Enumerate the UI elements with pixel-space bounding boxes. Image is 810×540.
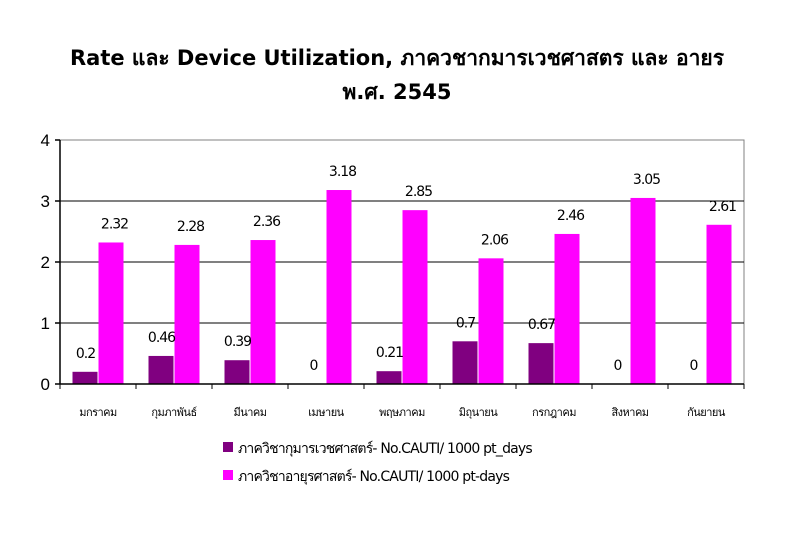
data-label-s2-2: 2.28 xyxy=(177,219,204,235)
x-tick-label-9: กันยายน xyxy=(687,406,726,419)
x-tick-labels: มกราคม กุมภาพันธ์ มีนาคม เมษายน พฤษภาคม มิถุน… xyxy=(59,384,745,419)
bars xyxy=(72,190,732,384)
legend-label-series-2: ภาควิชาอายุรศาสตร์- No.CAUTI/ 1000 pt-da… xyxy=(238,468,510,485)
y-tick-label-4: 4 xyxy=(41,131,50,150)
y-tick-label-3: 3 xyxy=(41,192,50,211)
y-tick-label-0: 0 xyxy=(41,375,50,394)
x-tick-label-7: กรกฎาคม xyxy=(532,406,576,419)
data-label-s2-5: 2.85 xyxy=(405,184,432,200)
legend: ภาควิชากุมารเวชศาสตร์- No.CAUTI/ 1000 pt… xyxy=(223,440,533,485)
data-label-s2-4: 3.18 xyxy=(329,164,356,180)
bar-s1-2 xyxy=(148,355,174,384)
bar-s2-3 xyxy=(250,240,276,384)
x-tick-label-4: เมษายน xyxy=(308,406,344,419)
bar-s2-8 xyxy=(630,197,656,384)
data-label-s1-8: 0 xyxy=(614,358,622,374)
data-label-s2-1: 2.32 xyxy=(101,216,128,232)
chart-title-line-1: Rate และ Device Utilization, ภาควชากมารเ… xyxy=(70,46,725,70)
chart-title-line-2: พ.ศ. 2545 xyxy=(343,80,452,104)
bar-s2-1 xyxy=(98,242,124,384)
plot-area: 0 1 2 3 4 มกราคม กุมภาพันธ์ มีนาคม เมษายน พฤษภาค… xyxy=(41,131,745,419)
bar-s1-1 xyxy=(72,371,98,384)
data-label-s2-9: 2.61 xyxy=(709,199,736,215)
data-label-s1-5: 0.21 xyxy=(376,345,403,361)
bar-s2-4 xyxy=(326,190,352,384)
data-label-s1-9: 0 xyxy=(690,358,698,374)
legend-swatch-series-1 xyxy=(223,442,233,452)
bar-s1-3 xyxy=(224,360,250,384)
bar-s1-6 xyxy=(452,341,478,384)
x-tick-label-8: สิงหาคม xyxy=(611,406,649,419)
data-label-s1-1: 0.2 xyxy=(76,346,95,362)
x-tick-label-5: พฤษภาคม xyxy=(379,406,425,419)
data-label-s1-7: 0.67 xyxy=(528,317,555,333)
bar-s2-2 xyxy=(174,244,200,384)
data-label-s2-8: 3.05 xyxy=(633,172,660,188)
data-label-s1-2: 0.46 xyxy=(148,330,176,346)
bar-s1-5 xyxy=(376,371,402,384)
data-label-s1-3: 0.39 xyxy=(224,334,251,350)
data-label-s2-3: 2.36 xyxy=(253,214,281,230)
data-label-s1-6: 0.7 xyxy=(456,315,475,331)
data-label-s2-6: 2.06 xyxy=(481,232,509,248)
legend-label-series-1: ภาควิชากุมารเวชศาสตร์- No.CAUTI/ 1000 pt… xyxy=(238,440,532,457)
data-label-s2-7: 2.46 xyxy=(557,208,585,224)
x-tick-label-2: กุมภาพันธ์ xyxy=(151,406,197,419)
legend-swatch-series-2 xyxy=(223,470,233,480)
bar-s2-9 xyxy=(706,224,732,384)
bar-s2-7 xyxy=(554,233,580,384)
data-label-s1-4: 0 xyxy=(310,358,318,374)
y-tick-label-1: 1 xyxy=(41,314,50,333)
x-tick-label-1: มกราคม xyxy=(79,406,117,419)
x-tick-label-3: มีนาคม xyxy=(233,406,266,419)
y-tick-labels: 0 1 2 3 4 xyxy=(41,131,50,394)
data-labels: 0.2 2.32 0.46 2.28 0.39 2.36 0 3.18 0.21 2.85 0.7 2… xyxy=(76,164,737,374)
y-tick-label-2: 2 xyxy=(41,253,50,272)
x-tick-label-6: มิถุนายน xyxy=(459,406,499,419)
gridlines xyxy=(55,139,744,385)
bar-s1-7 xyxy=(528,343,554,384)
bar-s2-5 xyxy=(402,210,428,384)
bar-s2-6 xyxy=(478,258,504,384)
